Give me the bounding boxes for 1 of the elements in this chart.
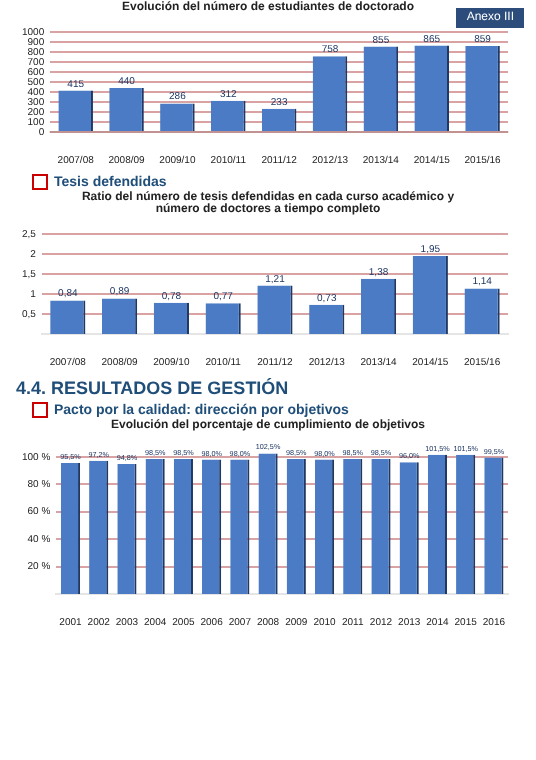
text: 4.4. RESULTADOS DE GESTIÓN — [16, 378, 291, 398]
